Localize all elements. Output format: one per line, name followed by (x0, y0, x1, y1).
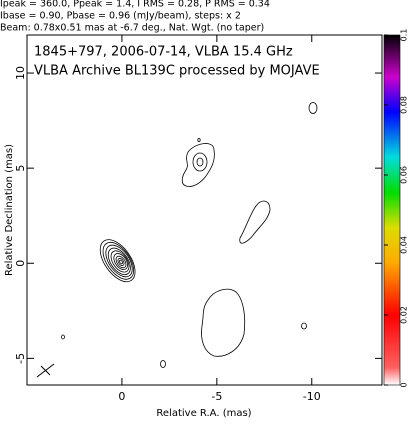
colorbar (383, 34, 401, 386)
y-axis-label: Relative Declination (mas) (4, 144, 15, 276)
y-tick-label: 5 (14, 165, 27, 172)
colorbar-tick-label: 0.06 (400, 166, 409, 184)
y-tick-label: 0 (14, 260, 27, 267)
contours (36, 102, 318, 378)
y-tick-label: 10 (14, 66, 27, 80)
colorbar-tick-label: 0.08 (400, 96, 409, 114)
x-axis-label: Relative R.A. (mas) (156, 408, 251, 419)
x-tick-label: -5 (211, 390, 222, 403)
y-tick-label: -5 (14, 353, 27, 364)
x-tick-label: -10 (303, 390, 321, 403)
header-line: Ibase = 0.90, Pbase = 0.96 (mJy/beam), s… (0, 11, 241, 22)
x-tick-label: 0 (118, 390, 125, 403)
colorbar-tick-label: 0.04 (400, 236, 409, 254)
plot-title: VLBA Archive BL139C processed by MOJAVE (34, 64, 320, 79)
colorbar-tick-label: 0.1 (400, 29, 409, 42)
header-line: Beam: 0.78x0.51 mas at -6.7 deg., Nat. W… (0, 23, 264, 34)
beam-marker (36, 363, 55, 378)
plot-frame (26, 34, 383, 386)
header-line: Ipeak = 360.0, Ppeak = 1.4, I RMS = 0.28… (0, 0, 270, 10)
colorbar-tick-label: 0 (400, 382, 409, 387)
colorbar-tick-label: 0.02 (400, 306, 409, 324)
plot-title: 1845+797, 2006-07-14, VLBA 15.4 GHz (34, 45, 293, 60)
